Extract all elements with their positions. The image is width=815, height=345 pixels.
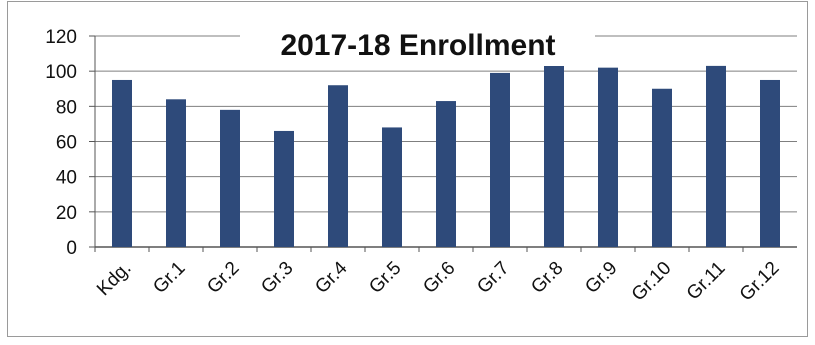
x-category-label: Kdg. — [93, 258, 135, 300]
bars — [112, 64, 780, 248]
x-category-label: Gr.12 — [736, 258, 784, 306]
bar — [112, 79, 132, 247]
y-tick-label: 20 — [56, 203, 77, 224]
x-category-label: Gr.5 — [365, 258, 405, 298]
bar — [760, 79, 780, 247]
x-category-label: Gr.10 — [628, 258, 676, 306]
y-tick-label: 80 — [56, 97, 77, 118]
chart-title: 2017-18 Enrollment — [280, 29, 555, 62]
x-category-label: Gr.9 — [581, 258, 621, 298]
bar — [490, 72, 510, 247]
x-category-label: Gr.2 — [203, 258, 243, 298]
y-tick-label: 0 — [66, 238, 77, 259]
x-category-label: Gr.3 — [257, 258, 297, 298]
bar — [544, 64, 564, 247]
bar — [328, 85, 348, 247]
bar — [382, 127, 402, 247]
x-category-label: Gr.1 — [149, 258, 189, 298]
bar — [598, 67, 618, 248]
bar — [220, 109, 240, 247]
title-background — [240, 22, 595, 66]
bar — [652, 88, 672, 247]
bar — [166, 99, 186, 247]
x-category-label: Gr.7 — [473, 258, 513, 298]
y-tick-label: 120 — [45, 27, 77, 48]
y-tick-label: 100 — [45, 62, 77, 83]
y-tick-label: 40 — [56, 168, 77, 189]
y-tick-label: 60 — [56, 133, 77, 154]
bar — [274, 130, 294, 247]
y-axis-ticks: 0 20 40 60 80 100 120 — [45, 27, 77, 259]
x-category-label: Gr.4 — [311, 257, 352, 298]
x-category-label: Gr.8 — [527, 258, 567, 298]
bar — [436, 101, 456, 247]
x-category-label: Gr.6 — [419, 258, 459, 298]
bar — [706, 65, 726, 248]
x-axis-ticks: Kdg. Gr.1 Gr.2 Gr.3 Gr.4 Gr.5 Gr.6 Gr.7 Gr.8 Gr.9… — [93, 247, 784, 306]
x-category-label: Gr.11 — [683, 258, 730, 305]
